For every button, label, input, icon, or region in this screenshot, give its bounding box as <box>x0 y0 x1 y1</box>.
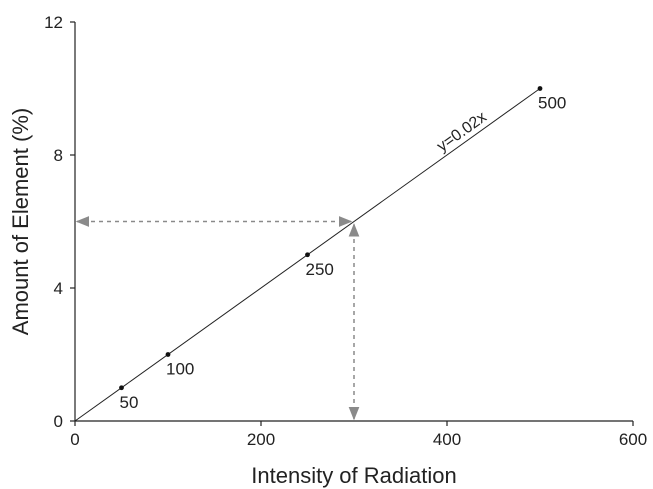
data-point <box>119 385 124 391</box>
data-point <box>165 352 171 357</box>
data-points: 50 100 250 500 <box>119 86 566 412</box>
x-axis-title: Intensity of Radiation <box>251 463 456 488</box>
x-tick-label: 200 <box>247 430 275 449</box>
data-point-label: 250 <box>306 260 334 279</box>
y-tick-label: 4 <box>54 279 63 298</box>
x-tick-label: 0 <box>70 430 79 449</box>
data-point-label: 50 <box>120 393 139 412</box>
data-point <box>305 252 310 258</box>
y-tick-label: 12 <box>44 13 63 32</box>
fit-equation-label: y=0.02x <box>434 109 490 156</box>
y-tick-label: 8 <box>54 146 63 165</box>
data-point-label: 100 <box>166 360 194 379</box>
y-axis-title: Amount of Element (%) <box>8 108 33 335</box>
x-tick-label: 400 <box>433 430 461 449</box>
axes: 0 4 8 12 0 200 400 600 <box>44 13 647 449</box>
x-tick-label: 600 <box>619 430 647 449</box>
data-point-label: 500 <box>538 94 566 113</box>
reading-guides <box>75 216 360 421</box>
data-point <box>537 86 543 91</box>
y-tick-label: 0 <box>54 412 63 431</box>
